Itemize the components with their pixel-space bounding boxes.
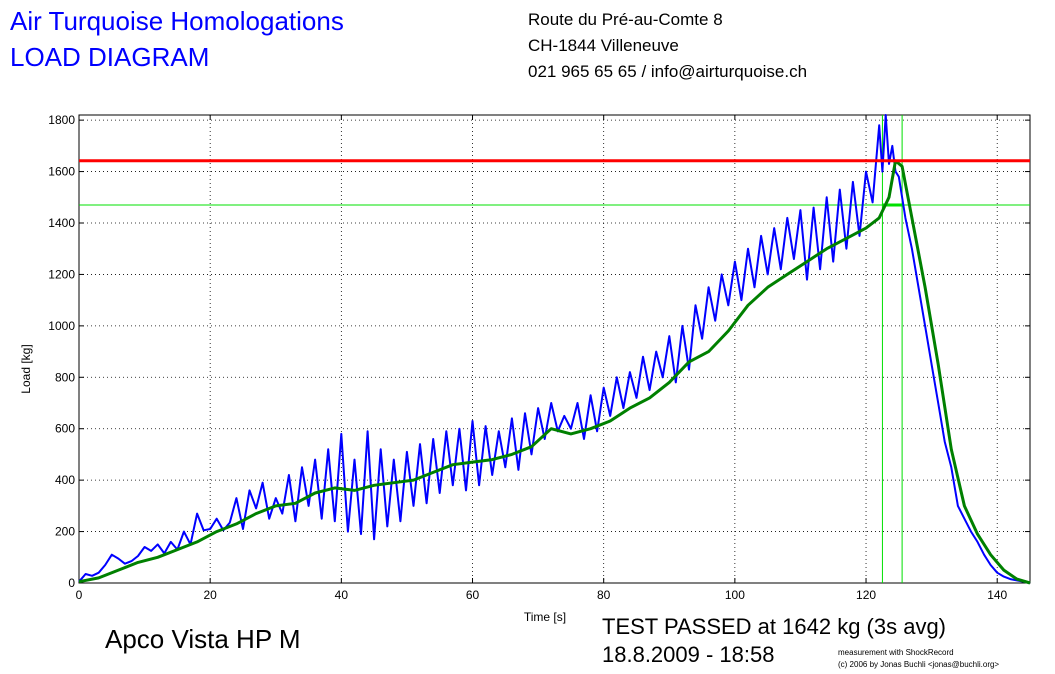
x-tick-label: 20 [203, 588, 217, 602]
y-tick-label: 200 [55, 525, 75, 539]
address-contact: 021 965 65 65 / info@airturquoise.ch [528, 62, 808, 81]
test-datetime: 18.8.2009 - 18:58 [602, 642, 775, 667]
axis-ticks: 0 20 40 60 80 100 120 1400200400600800100012001… [48, 113, 1030, 602]
test-result: TEST PASSED at 1642 kg (3s avg) [602, 614, 947, 639]
y-axis-label: Load [kg] [19, 344, 33, 393]
x-tick-label: 0 [76, 588, 83, 602]
chart-series [78, 114, 1031, 585]
y-tick-label: 600 [55, 422, 75, 436]
y-tick-label: 1000 [48, 319, 75, 333]
credit-measurement: measurement with ShockRecord [838, 648, 954, 657]
x-tick-label: 100 [725, 588, 745, 602]
series-raw-load [78, 114, 1031, 584]
x-axis-label: Time [s] [524, 610, 566, 624]
y-tick-label: 1200 [48, 267, 75, 281]
y-tick-label: 800 [55, 370, 75, 384]
plot-frame [78, 114, 1031, 584]
series-avg-load [78, 159, 1031, 585]
address-city: CH-1844 Villeneuve [528, 36, 679, 55]
y-tick-label: 1400 [48, 216, 75, 230]
credit-copyright: (c) 2006 by Jonas Buchli <jonas@buchli.o… [838, 660, 1000, 669]
y-tick-label: 0 [68, 576, 75, 590]
chart-grid [78, 115, 1030, 584]
x-tick-label: 80 [597, 588, 611, 602]
product-name: Apco Vista HP M [105, 624, 301, 654]
report-title: Air Turquoise Homologations [10, 6, 344, 36]
report-subtitle: LOAD DIAGRAM [10, 42, 210, 72]
x-tick-label: 40 [335, 588, 349, 602]
x-tick-label: 120 [856, 588, 876, 602]
x-tick-label: 60 [466, 588, 480, 602]
y-tick-label: 1600 [48, 165, 75, 179]
address-street: Route du Pré-au-Comte 8 [528, 10, 723, 29]
x-tick-label: 140 [987, 588, 1007, 602]
y-tick-label: 1800 [48, 113, 75, 127]
y-tick-label: 400 [55, 473, 75, 487]
